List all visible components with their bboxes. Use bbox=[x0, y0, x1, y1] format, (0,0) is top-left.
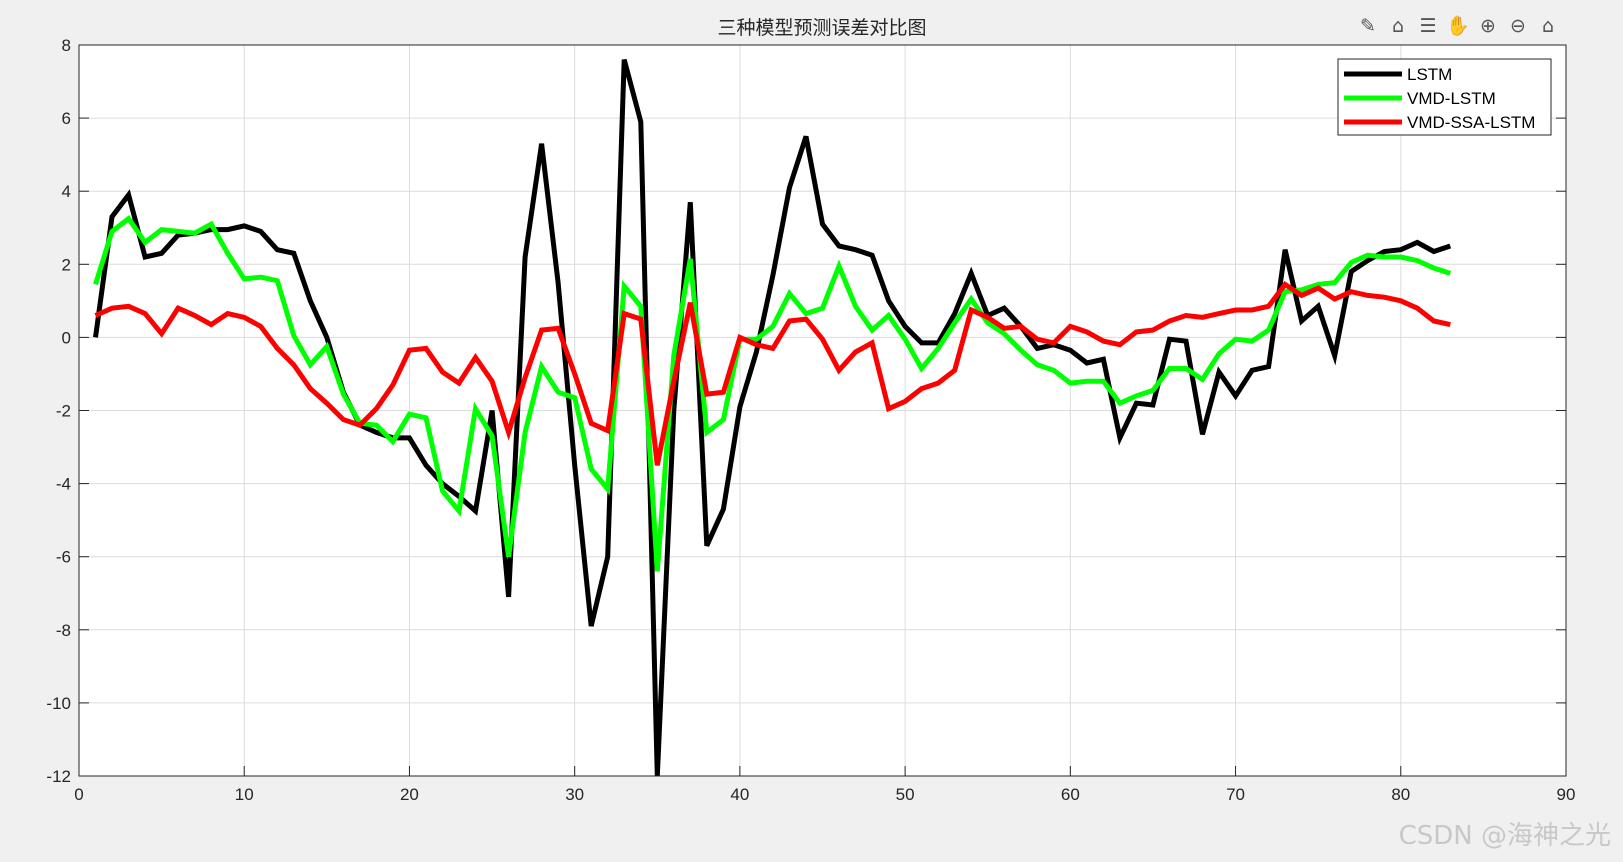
home-icon[interactable]: ⌂ bbox=[1541, 15, 1555, 37]
y-tick-label: -8 bbox=[56, 621, 71, 640]
brush-icon[interactable]: ⌂ bbox=[1391, 15, 1405, 37]
watermark: CSDN @海神之光 bbox=[1398, 821, 1611, 851]
x-tick-label: 80 bbox=[1391, 785, 1410, 804]
axes-toolbar: ✎ ⌂ ☰ ✋ ⊕ ⊖ ⌂ bbox=[1356, 14, 1560, 38]
legend-entry: VMD-LSTM bbox=[1407, 89, 1496, 108]
y-tick-label: -6 bbox=[56, 548, 71, 567]
y-tick-label: 6 bbox=[62, 109, 71, 128]
legend[interactable]: LSTM VMD-LSTM VMD-SSA-LSTM bbox=[1337, 58, 1552, 136]
x-tick-label: 50 bbox=[896, 785, 915, 804]
y-tick-label: 8 bbox=[62, 36, 71, 55]
legend-entry: LSTM bbox=[1407, 65, 1452, 84]
y-tick-label: -2 bbox=[56, 402, 71, 421]
series-line-vmd-lstm[interactable] bbox=[93, 215, 1452, 572]
edit-icon[interactable]: ✎ bbox=[1360, 15, 1376, 37]
series-line-vmd-ssa-lstm[interactable] bbox=[94, 281, 1451, 466]
series-lines bbox=[93, 58, 1452, 777]
x-tick-label: 20 bbox=[400, 785, 419, 804]
x-tick-label: 60 bbox=[1061, 785, 1080, 804]
y-tick-label: 4 bbox=[62, 182, 71, 201]
chart-title: 三种模型预测误差对比图 bbox=[717, 17, 926, 39]
axes-box bbox=[78, 44, 1567, 777]
x-tick-label: 90 bbox=[1557, 785, 1576, 804]
legend-icon[interactable]: ☰ bbox=[1419, 15, 1437, 37]
pan-hand-icon[interactable]: ✋ bbox=[1446, 15, 1470, 37]
zoom-out-icon[interactable]: ⊖ bbox=[1510, 15, 1526, 37]
y-tick-label: -10 bbox=[46, 694, 71, 713]
axis-ticks: 0 10 20 30 40 50 60 70 80 90 -12 -10 -8 -6 -4 -2 0 2 4 6 8 bbox=[46, 36, 1575, 804]
legend-entry: VMD-SSA-LSTM bbox=[1407, 113, 1535, 132]
zoom-in-icon[interactable]: ⊕ bbox=[1480, 15, 1496, 37]
y-tick-label: 2 bbox=[62, 255, 71, 274]
y-tick-label: -12 bbox=[46, 767, 71, 786]
x-tick-label: 0 bbox=[74, 785, 83, 804]
x-tick-label: 70 bbox=[1226, 785, 1245, 804]
x-tick-label: 10 bbox=[235, 785, 254, 804]
y-tick-label: 0 bbox=[62, 328, 71, 347]
x-tick-label: 30 bbox=[565, 785, 584, 804]
series-line-lstm[interactable] bbox=[93, 58, 1452, 777]
x-tick-label: 40 bbox=[730, 785, 749, 804]
y-tick-label: -4 bbox=[56, 475, 71, 494]
